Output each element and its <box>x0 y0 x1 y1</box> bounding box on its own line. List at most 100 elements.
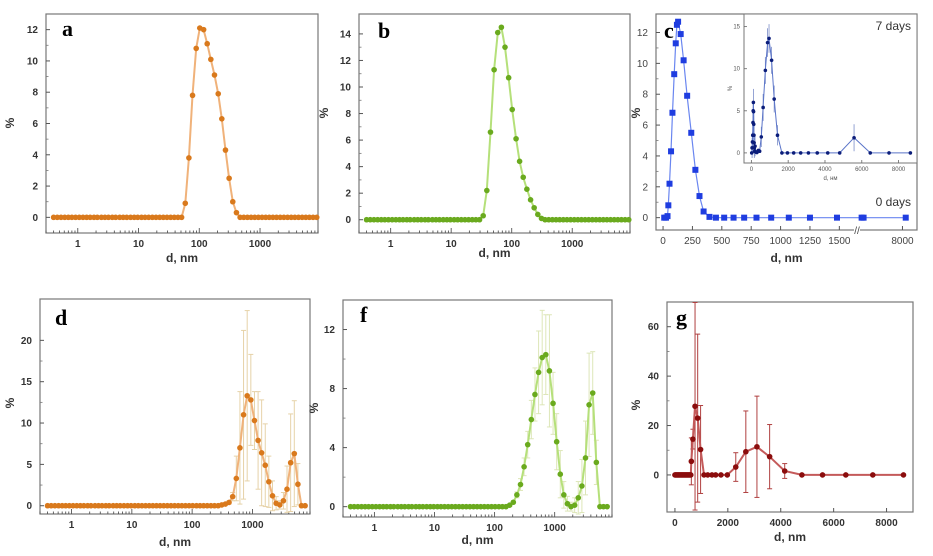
data-point <box>666 180 673 187</box>
data-point <box>718 472 724 478</box>
data-point <box>425 216 432 223</box>
data-point <box>712 214 719 221</box>
data-point <box>204 40 210 47</box>
inset-data-point <box>798 151 803 155</box>
data-point <box>240 411 247 418</box>
axis-break-marker: // <box>854 226 860 237</box>
data-point <box>237 445 243 451</box>
y-tick-label: 20 <box>648 421 660 432</box>
inset-data-point <box>785 151 790 155</box>
data-point <box>208 56 214 63</box>
panel-g: 0 20 40 60 0 2000 4000 6000 8000 d, nm% g <box>629 301 914 544</box>
data-point <box>514 492 520 498</box>
x-tick-label: 100 <box>503 239 520 250</box>
inset-data-point <box>772 97 776 101</box>
y-tick-label: 8 <box>642 90 648 101</box>
x-tick-label: 750 <box>743 236 760 247</box>
x-tick-label: 500 <box>713 236 730 247</box>
y-tick-label: 0 <box>653 470 659 481</box>
data-point <box>112 214 119 221</box>
data-point <box>557 471 564 477</box>
inset-data-point <box>752 140 756 145</box>
data-point <box>766 453 773 460</box>
data-point <box>255 437 261 444</box>
x-tick-label: 1000 <box>769 236 792 247</box>
y-tick-label: 14 <box>340 29 352 40</box>
data-point <box>494 29 501 36</box>
y-tick-label: 8 <box>345 109 351 120</box>
inset-data-point <box>763 68 768 73</box>
data-point <box>407 216 413 223</box>
data-point <box>233 475 240 482</box>
data-point <box>390 503 397 510</box>
inset-data-point <box>908 151 913 155</box>
panel-letter: b <box>378 18 390 43</box>
data-point <box>269 493 276 499</box>
data-point <box>87 214 93 221</box>
panel-letter: f <box>360 302 368 327</box>
data-point <box>741 214 748 221</box>
data-point <box>222 147 229 153</box>
data-point <box>675 18 682 25</box>
data-point <box>664 213 671 220</box>
inset-data-point <box>761 105 765 110</box>
data-point <box>843 472 849 478</box>
data-point <box>182 200 189 207</box>
inset-data-point <box>815 151 820 155</box>
axis-break-gap <box>853 228 860 232</box>
data-point <box>258 450 265 456</box>
data-point <box>313 214 320 221</box>
y-tick-label: 10 <box>21 419 33 430</box>
data-point <box>535 211 541 218</box>
data-point <box>692 403 698 410</box>
x-tick-label: 10 <box>126 520 138 531</box>
x-tick-label: 1000 <box>561 239 584 250</box>
panel-a: 0 2 4 6 8 10 12 1 10 100 1000 d, nm% a <box>3 13 320 265</box>
inset-x-tick-label: 6000 <box>855 167 869 173</box>
inset-x-tick-label: 2000 <box>781 167 795 173</box>
data-point <box>186 155 192 161</box>
inset-data-point <box>767 36 771 41</box>
panel-b: 0 2 4 6 8 10 12 14 1 10 100 1000 d, nm% b <box>317 13 632 260</box>
data-point <box>869 472 876 478</box>
inset-y-tick-label: 15 <box>733 25 740 31</box>
y-tick-label: 60 <box>648 322 660 333</box>
data-point <box>266 478 272 485</box>
data-point <box>860 214 867 221</box>
data-point <box>262 462 269 469</box>
data-point <box>833 214 840 221</box>
y-tick-label: 10 <box>27 56 39 67</box>
inset-x-axis-label: d, нм <box>823 176 837 182</box>
data-point <box>524 441 531 448</box>
x-tick-label: 0 <box>672 518 678 529</box>
data-point <box>502 44 508 50</box>
panel-letter: d <box>55 305 67 330</box>
y-tick-label: 0 <box>642 213 648 224</box>
annotation-7-days: 7 days <box>876 19 911 33</box>
data-point <box>193 45 199 52</box>
x-axis-label: d, nm <box>771 251 803 265</box>
data-point <box>684 92 691 99</box>
x-tick-label: 100 <box>191 239 208 250</box>
inset-data-point <box>837 151 842 155</box>
x-tick-label: 8000 <box>891 236 914 247</box>
data-point <box>704 472 711 478</box>
data-point <box>491 66 497 73</box>
data-point <box>106 502 112 509</box>
data-point <box>688 458 695 465</box>
data-point <box>509 106 516 113</box>
data-point <box>604 503 610 510</box>
plot-frame <box>45 13 319 234</box>
x-tick-label: 1000 <box>241 520 264 531</box>
data-point <box>706 213 713 220</box>
data-point <box>690 436 696 442</box>
plot-frame <box>666 301 914 513</box>
data-point <box>178 214 185 221</box>
data-point <box>248 397 254 403</box>
data-point <box>510 499 517 506</box>
y-tick-label: 12 <box>27 25 39 36</box>
panel-letter: c <box>664 18 674 43</box>
data-point <box>229 493 236 500</box>
y-tick-label: 12 <box>340 56 352 67</box>
